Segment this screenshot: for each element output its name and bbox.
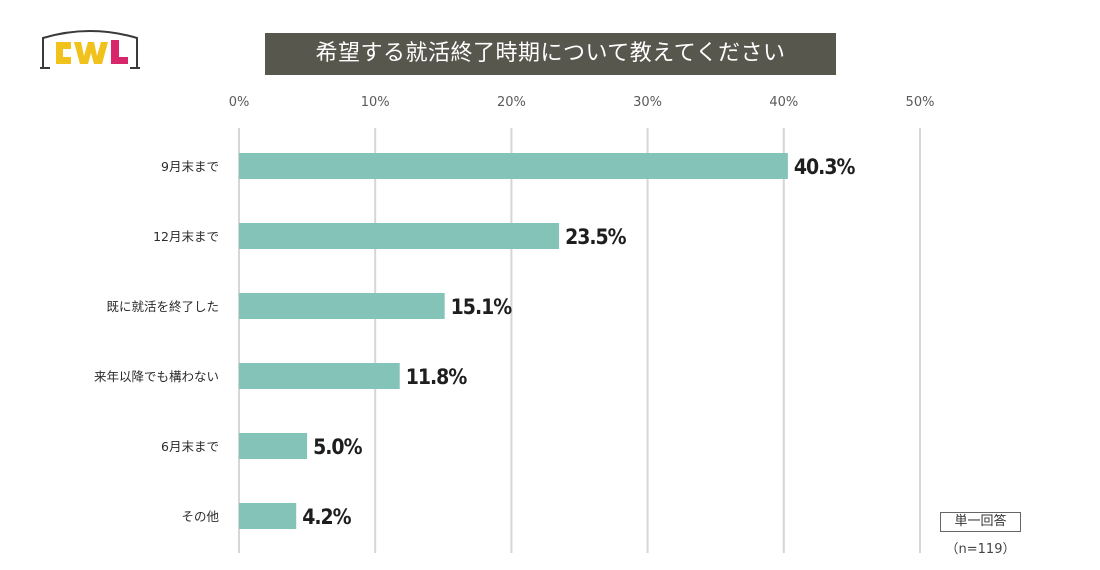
- gridlines: [238, 128, 921, 553]
- bar: [239, 363, 400, 389]
- x-tick-label: 30%: [633, 95, 662, 110]
- sample-size-note: （n=119）: [945, 542, 1016, 557]
- bar: [239, 153, 788, 179]
- category-label: 既に就活を終了した: [106, 299, 219, 314]
- value-labels: 40.3% 23.5% 15.1% 11.8% 5.0% 4.2%: [302, 155, 856, 529]
- x-tick-label: 50%: [906, 95, 935, 110]
- category-label: 6月末まで: [161, 439, 219, 454]
- bar: [239, 223, 560, 249]
- bars: [239, 153, 788, 529]
- value-label: 5.0%: [313, 435, 362, 459]
- answer-type-badge: 単一回答: [940, 512, 1021, 532]
- bar: [239, 293, 445, 319]
- x-axis-ticks: 0% 10% 20% 30% 40% 50%: [229, 95, 935, 110]
- value-label: 23.5%: [565, 225, 627, 249]
- x-tick-label: 40%: [769, 95, 798, 110]
- value-label: 11.8%: [406, 365, 468, 389]
- value-label: 15.1%: [451, 295, 513, 319]
- category-label: 12月末まで: [153, 229, 219, 244]
- value-label: 40.3%: [794, 155, 856, 179]
- category-label: その他: [181, 509, 219, 524]
- category-label: 来年以降でも構わない: [94, 369, 219, 384]
- bar: [239, 433, 308, 459]
- x-tick-label: 20%: [497, 95, 526, 110]
- x-tick-label: 0%: [229, 95, 250, 110]
- x-tick-label: 10%: [361, 95, 390, 110]
- bar: [239, 503, 297, 529]
- value-label: 4.2%: [302, 505, 351, 529]
- cwl-logo: [40, 26, 140, 72]
- chart-title: 希望する就活終了時期について教えてください: [265, 33, 836, 75]
- category-label: 9月末まで: [161, 159, 219, 174]
